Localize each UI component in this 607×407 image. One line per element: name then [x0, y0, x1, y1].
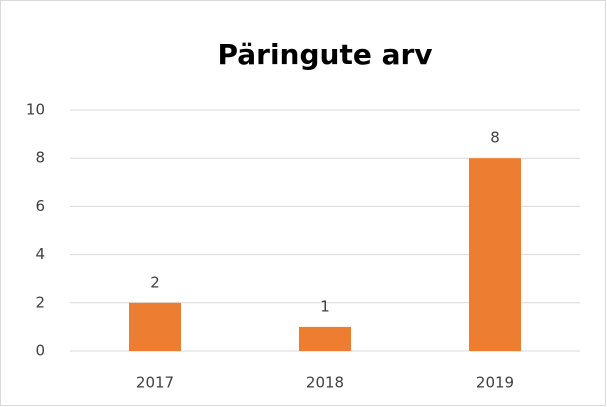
- y-tick-label: 2: [35, 293, 45, 311]
- x-tick-label: 2018: [306, 374, 344, 392]
- data-label: 2: [150, 273, 160, 291]
- y-tick-label: 0: [35, 342, 45, 360]
- y-tick-label: 4: [35, 245, 45, 263]
- bar: [129, 302, 181, 351]
- y-tick-label: 6: [35, 197, 45, 215]
- y-tick-label: 10: [26, 101, 45, 119]
- y-tick-label: 8: [35, 149, 45, 167]
- bar: [299, 326, 351, 351]
- chart-title: Päringute arv: [217, 38, 432, 71]
- x-tick-label: 2017: [136, 374, 174, 392]
- x-tick-label: 2019: [476, 374, 514, 392]
- bar: [469, 158, 521, 351]
- data-label: 8: [490, 129, 500, 147]
- data-label: 1: [320, 297, 330, 315]
